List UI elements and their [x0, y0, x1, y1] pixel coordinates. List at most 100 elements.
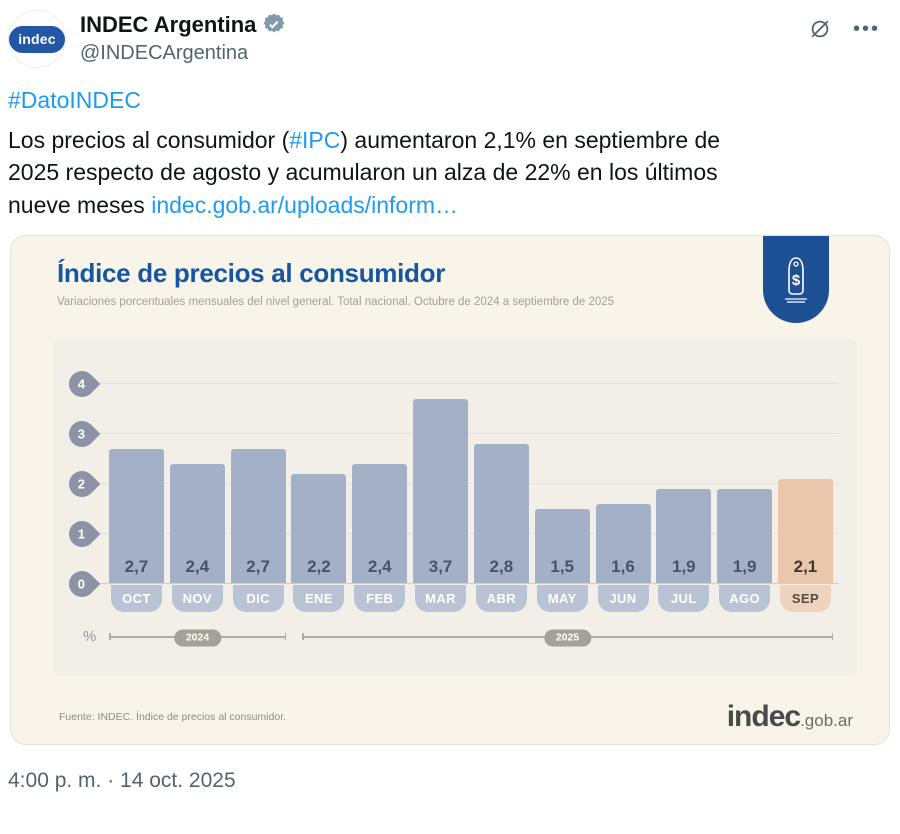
month-slot: ENE [291, 584, 346, 612]
tweet-header: indec INDEC Argentina @INDECArgentina ••… [0, 0, 900, 68]
gridline-4 [97, 382, 839, 384]
tweet-line-3: nueve meses indec.gob.ar/uploads/inform… [8, 189, 890, 221]
bar-abr: 2,8 [473, 443, 529, 584]
bar-nov: 2,4 [169, 463, 225, 584]
y-axis-tick-label: 0 [78, 576, 86, 592]
tweet-line-1: Los precios al consumidor (#IPC) aumenta… [8, 124, 890, 156]
y-axis-unit-label: % [83, 627, 97, 645]
bar-value-label: 3,7 [428, 556, 453, 576]
bar-value-label: 1,9 [671, 556, 696, 576]
month-slot: JUL [656, 584, 711, 612]
months-row: OCT NOV DIC ENE FEB MAR ABR MAY JUN JUL AGO SEP [109, 584, 833, 612]
bar-value-label: 2,4 [185, 556, 210, 576]
bar-value-label: 2,2 [307, 556, 331, 576]
bar-value-label: 1,6 [611, 556, 635, 576]
bar-oct: 2,7 [109, 448, 164, 584]
tweet-line-2: 2025 respecto de agosto y acumularon un … [8, 156, 890, 188]
tweet-timestamp: 4:00 p. m. · 14 oct. 2025 [8, 768, 236, 792]
timeline: % 2024 2025 [83, 625, 833, 651]
month-label-oct: OCT [111, 584, 162, 612]
month-slot: ABR [474, 584, 529, 612]
bar-feb: 2,4 [352, 463, 408, 584]
chart-media-card[interactable]: Índice de precios al consumidor Variacio… [10, 234, 890, 745]
month-label-sep: SEP [779, 584, 831, 612]
timeline-segment-2025: 2025 [302, 625, 833, 651]
author-handle[interactable]: @INDECArgentina [80, 42, 249, 64]
month-label-ene: ENE [293, 584, 345, 612]
body-text: ) aumentaron 2,1% en septiembre de [340, 127, 721, 154]
brand-suffix-text: .gob.ar [800, 710, 853, 730]
hashtag-datoindec[interactable]: #DatoINDEC [8, 87, 141, 113]
bar-value-label: 2,8 [489, 556, 514, 576]
tweet-text: #DatoINDEC Los precios al consumidor (#I… [0, 68, 900, 221]
y-axis-tick-2: 2 [63, 465, 101, 503]
month-label-may: MAY [536, 584, 588, 612]
month-slot: MAR [413, 584, 468, 612]
bar-value-label: 1,9 [732, 556, 757, 576]
bar-mar: 3,7 [413, 398, 469, 584]
body-text: nueve meses [8, 191, 152, 218]
bar-jun: 1,6 [595, 503, 651, 584]
body-text: Los precios al consumidor ( [8, 127, 290, 154]
month-label-jun: JUN [597, 584, 649, 612]
price-tag-icon: $ [785, 257, 807, 303]
y-axis-tick-4: 4 [63, 365, 101, 403]
chart-title: Índice de precios al consumidor [57, 257, 446, 288]
month-label-abr: ABR [475, 584, 527, 612]
bar-value-label: 2,7 [124, 556, 149, 576]
more-options-icon[interactable]: ••• [852, 18, 880, 40]
y-axis-tick-label: 3 [78, 426, 86, 442]
bar-value-label: 2,4 [367, 556, 392, 576]
month-slot: SEP [778, 584, 833, 612]
month-slot: NOV [170, 584, 225, 612]
month-slot: MAY [535, 584, 590, 612]
grid-zone: 0 1 2 3 4 2,7 2,4 2,7 2,2 2,4 3,7 2,8 1,5 1,6 1,9 1,9 2,… [63, 365, 839, 603]
source-note: Fuente: INDEC. Índice de precios al cons… [59, 710, 287, 723]
bar-ene: 2,2 [291, 473, 347, 584]
month-label-jul: JUL [658, 584, 710, 612]
bar-may: 1,5 [534, 508, 590, 584]
month-label-nov: NOV [171, 584, 223, 612]
hashtag-ipc[interactable]: #IPC [289, 127, 341, 154]
month-slot: AGO [717, 584, 772, 612]
gridline-0 [97, 582, 839, 584]
y-axis-tick-label: 1 [78, 526, 86, 542]
svg-text:$: $ [792, 272, 801, 289]
author-block: INDEC Argentina @INDECArgentina [80, 10, 809, 65]
month-slot: DIC [231, 584, 286, 612]
month-label-mar: MAR [415, 584, 467, 612]
chart-plot-area: 0 1 2 3 4 2,7 2,4 2,7 2,2 2,4 3,7 2,8 1,5 1,6 1,9 1,9 2,… [53, 337, 857, 676]
author-name[interactable]: INDEC Argentina [80, 12, 257, 37]
verified-badge-icon [262, 13, 286, 37]
bar-value-label: 1,5 [550, 556, 574, 576]
brand-text: indec [726, 699, 801, 733]
month-slot: FEB [352, 584, 407, 612]
bar-value-label: 2,7 [246, 556, 270, 576]
chart-subtitle: Variaciones porcentuales mensuales del n… [57, 295, 615, 308]
timeline-segment-2024: 2024 [109, 625, 286, 651]
month-slot: JUN [596, 584, 651, 612]
grok-icon[interactable] [809, 18, 831, 40]
year-pill-2025: 2025 [543, 629, 592, 647]
y-axis-tick-label: 2 [78, 476, 86, 492]
indec-logo-pill: indec [9, 25, 65, 53]
external-link[interactable]: indec.gob.ar/uploads/inform… [151, 191, 459, 218]
avatar[interactable]: indec [8, 10, 66, 68]
month-label-dic: DIC [232, 584, 284, 612]
bars-row: 2,7 2,4 2,7 2,2 2,4 3,7 2,8 1,5 1,6 1,9 1,9 2,1 [109, 384, 833, 584]
indec-gob-ar-logo: indec.gob.ar [726, 699, 853, 733]
price-tag-badge: $ [763, 235, 829, 323]
chart-header: Índice de precios al consumidor Variacio… [11, 236, 889, 308]
month-label-feb: FEB [354, 584, 406, 612]
bar-sep: 2,1 [777, 478, 833, 584]
bar-value-label: 2,1 [793, 556, 818, 576]
y-axis-tick-0: 0 [63, 565, 101, 603]
body-text: 2025 respecto de agosto y acumularon un … [8, 159, 718, 186]
y-axis-tick-1: 1 [63, 515, 101, 553]
chart-footer: Fuente: INDEC. Índice de precios al cons… [11, 676, 889, 732]
month-slot: OCT [109, 584, 164, 612]
y-axis-tick-label: 4 [78, 376, 86, 392]
bar-dic: 2,7 [230, 448, 286, 584]
month-label-ago: AGO [719, 584, 771, 612]
bar-ago: 1,9 [717, 488, 773, 584]
